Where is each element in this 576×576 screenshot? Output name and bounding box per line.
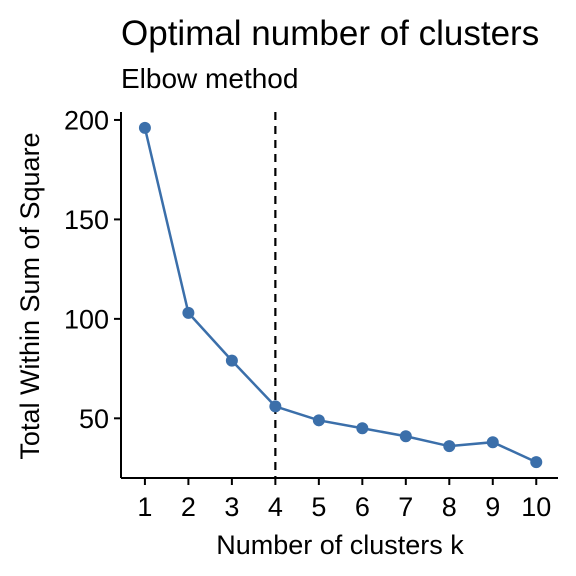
data-point	[312, 414, 325, 427]
x-tick-label: 6	[355, 492, 370, 522]
x-tick-label: 4	[268, 492, 283, 522]
chart-subtitle: Elbow method	[121, 63, 298, 94]
x-tick-label: 1	[137, 492, 152, 522]
y-axis-label: Total Within Sum of Square	[15, 132, 45, 459]
series-layer	[138, 121, 543, 469]
data-point	[138, 121, 151, 134]
x-tick-label: 5	[311, 492, 326, 522]
data-point	[269, 400, 282, 413]
chart-title: Optimal number of clusters	[121, 14, 539, 53]
y-tick-label: 100	[64, 304, 109, 334]
y-tick-label: 200	[64, 105, 109, 135]
x-tick-label: 2	[181, 492, 196, 522]
x-axis-label: Number of clusters k	[216, 530, 464, 560]
axes: 50 100 150 200 1 2 3 4 5 6 7 8 9 10	[64, 105, 558, 522]
y-tick-label: 150	[64, 205, 109, 235]
x-tick-label: 8	[442, 492, 457, 522]
y-tick-label: 50	[79, 404, 109, 434]
data-point	[225, 354, 238, 367]
x-tick-label: 3	[224, 492, 239, 522]
data-point	[443, 440, 456, 453]
x-tick-label: 7	[398, 492, 413, 522]
x-tick-label: 9	[485, 492, 500, 522]
data-point	[486, 436, 499, 449]
data-point	[182, 306, 195, 319]
data-point	[399, 430, 412, 443]
data-point	[530, 456, 543, 469]
data-point	[356, 422, 369, 435]
x-tick-label: 10	[521, 492, 551, 522]
series-line	[143, 127, 537, 464]
